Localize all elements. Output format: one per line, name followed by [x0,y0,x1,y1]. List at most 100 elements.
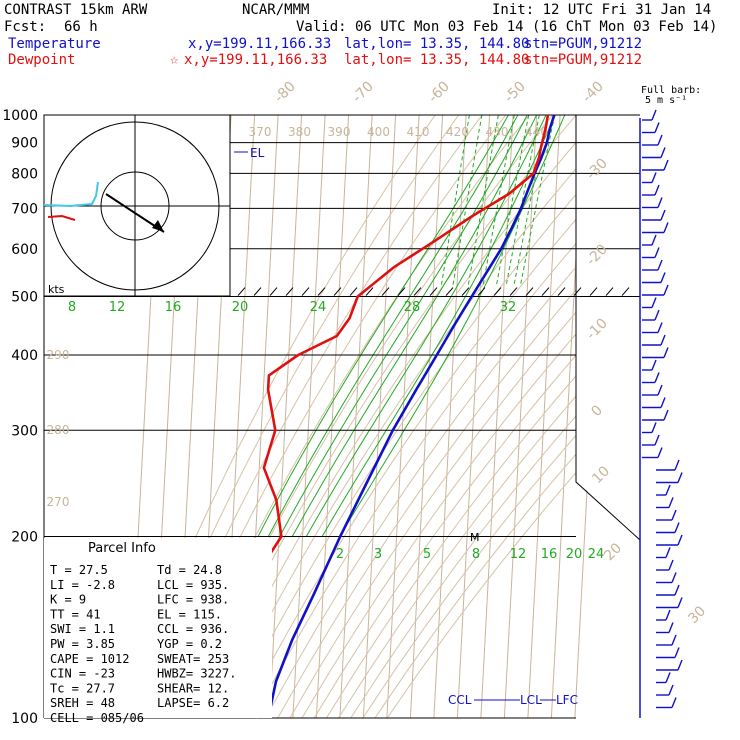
temperature-xy: x,y=199.11,166.33 [188,36,332,52]
moist-adiabat-label: 28 [404,300,421,315]
m-marker-label: M [470,531,480,544]
wind-barb-flag [651,172,657,183]
stability-hatch [365,287,374,296]
wind-barb-flag [660,397,666,408]
stability-hatch [493,287,502,296]
stability-hatch [301,287,310,296]
theta-label: 390 [328,125,351,139]
dry-adiabat-line [131,115,460,718]
dry-adiabat-line [204,115,601,718]
wind-barb-flag [654,122,660,133]
parcel-info-left: CELL = 085/06 [50,711,144,725]
org-label: NCAR/MMM [242,2,310,18]
wind-barb-flag [671,697,677,708]
parcel-info-right: LAPSE= 6.2 [157,696,229,710]
stability-hatch [333,287,342,296]
isotherm-line [315,115,350,718]
wind-barb-flag [660,334,666,346]
stability-hatch [269,287,278,296]
pressure-tick-label: 800 [11,166,38,182]
wind-barb-flag [654,247,660,258]
stability-hatch [509,287,518,296]
dry-adiabat-line [374,115,640,718]
wind-barb-flag [657,134,663,146]
stability-hatch [589,287,598,296]
wind-barb-flag [654,184,660,196]
parcel-info-left: SWI = 1.1 [50,622,115,636]
stability-hatch [397,287,406,296]
wind-barb-flag [651,234,657,246]
isotherm-line [386,115,420,718]
parcel-info-right: Td = 24.8 [157,563,222,577]
parcel-info-right: EL = 115. [157,607,222,621]
isotherm-label: -10 [583,315,610,342]
wind-barb-flag [657,447,663,458]
theta-label: 410 [407,125,430,139]
parcel-info-right: LFC = 938. [157,593,229,607]
isotherm-label: -80 [271,78,298,105]
parcel-info-left: Tc = 27.7 [50,681,115,695]
wind-barb-flag [663,222,669,233]
dry-adiabat-line [350,115,640,718]
stability-hatch [541,287,550,296]
isotherm-line [550,115,585,718]
moist-adiabat-label: 32 [500,300,517,315]
wind-barb-flag [651,297,657,308]
moist-adiabat-label: 16 [165,300,182,315]
wind-barb-flag [677,472,683,483]
pressure-tick-label: 400 [11,348,38,364]
wind-barb-flag [654,372,660,383]
dry-adiabat-line [155,115,507,718]
moist-adiabat-label: 20 [232,300,249,315]
mixing-ratio-label: 20 [566,547,583,562]
temperature-latlon: lat,lon= 13.35, 144.80 [344,36,530,52]
wind-barb-flag [654,309,660,321]
isotherm-label: -40 [579,78,606,105]
wind-barb-flag [668,622,674,633]
wind-barb-flag [665,484,671,496]
theta-label: 430 [486,125,509,139]
dry-adiabat-line [179,115,554,718]
theta-label: 420 [446,125,469,139]
wind-barb-flag [663,284,669,296]
el-label: EL [250,146,265,160]
dry-adiabat-line [216,115,624,718]
parcel-info-left: SREH = 48 [50,696,115,710]
mixing-ratio-label: 5 [423,547,431,562]
wind-barb-flag [651,109,657,121]
stability-hatch [621,287,630,296]
parcel-info-left: CAPE = 1012 [50,652,129,666]
parcel-info-panel [44,538,272,718]
theta-label: 280 [47,423,70,437]
stability-hatch [429,287,438,296]
isotherm-line [362,115,397,718]
parcel-info-right: SHEAR= 12. [157,681,229,695]
ccl-label: CCL [448,693,472,707]
stability-hatch [413,287,422,296]
isotherm-label: -20 [583,241,610,268]
isotherm-label: 20 [601,540,625,564]
dewpoint-latlon: lat,lon= 13.35, 144.80 [344,52,530,68]
wind-barb-flag [671,509,677,521]
mixing-ratio-line [452,115,483,287]
pressure-tick-label: 200 [11,529,38,545]
wind-barb-flag [671,634,677,646]
stability-hatch [237,287,246,296]
stability-hatch [525,287,534,296]
pressure-tick-label: 700 [11,201,38,217]
wind-barb-flag [663,347,669,358]
dry-adiabat-line [386,115,640,718]
model-title: CONTRAST 15km ARW [4,2,148,18]
dry-adiabat-line [313,115,640,718]
dry-adiabat-line [119,115,436,718]
fcst-label: Fcst: [4,19,47,35]
moist-adiabat-label: 24 [310,300,327,315]
isotherm-label: 10 [589,463,613,487]
stability-hatch [557,287,566,296]
wind-barb-flag [674,459,680,471]
lcl-label: LCL [520,693,542,707]
dewpoint-marker-icon: ☆ [170,52,179,68]
parcel-info-title: Parcel Info [88,541,156,556]
parcel-info-left: TT = 41 [50,607,101,621]
theta-label: 370 [249,125,272,139]
